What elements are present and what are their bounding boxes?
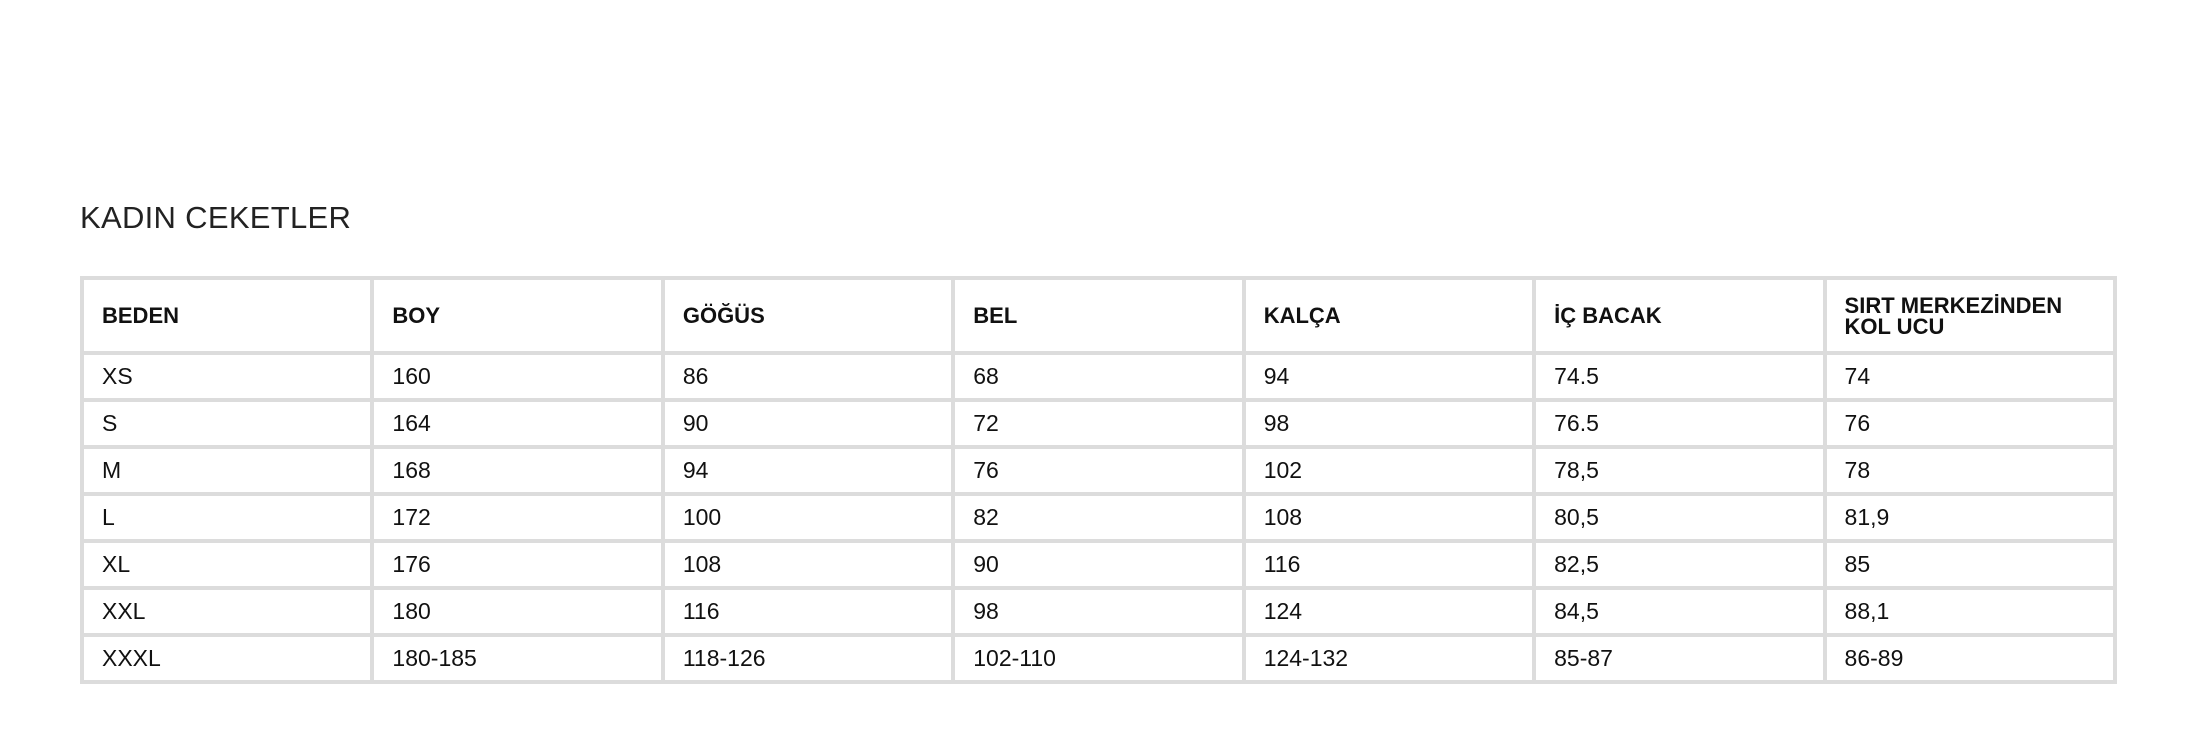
size-chart-table: BEDEN BOY GÖĞÜS BEL KALÇA İÇ BACAK SIRT MERKEZ… xyxy=(79,276,2118,684)
table-cell: 78 xyxy=(1822,445,2118,496)
table-cell: 76 xyxy=(1822,398,2118,449)
table-cell: 85-87 xyxy=(1532,633,1827,684)
table-cell: 160 xyxy=(370,351,665,402)
table-cell: 74.5 xyxy=(1532,351,1827,402)
table-cell: 85 xyxy=(1822,539,2118,590)
table-cell: 74 xyxy=(1822,351,2118,402)
table-cell: 116 xyxy=(1241,539,1537,590)
table-cell: 68 xyxy=(951,351,1246,402)
column-header: BOY xyxy=(370,276,665,355)
column-header: GÖĞÜS xyxy=(660,276,956,355)
table-row: XL 176 108 90 116 82,5 85 xyxy=(79,539,2118,590)
page-title: KADIN CEKETLER xyxy=(80,200,352,235)
table-cell: XS xyxy=(79,351,375,402)
table-cell: 82 xyxy=(951,492,1246,543)
table-cell: 164 xyxy=(370,398,665,449)
table-cell: 124-132 xyxy=(1241,633,1537,684)
table-row: S 164 90 72 98 76.5 76 xyxy=(79,398,2118,449)
table-cell: XXXL xyxy=(79,633,375,684)
table-cell: XL xyxy=(79,539,375,590)
table-cell: 102-110 xyxy=(951,633,1246,684)
table-cell: L xyxy=(79,492,375,543)
table-cell: 88,1 xyxy=(1822,586,2118,637)
table-cell: M xyxy=(79,445,375,496)
table-cell: 98 xyxy=(1241,398,1537,449)
table-body: XS 160 86 68 94 74.5 74 S 164 90 72 98 76.5 76 M 168 94 7… xyxy=(79,351,2118,684)
table-row: L 172 100 82 108 80,5 81,9 xyxy=(79,492,2118,543)
table-cell: 94 xyxy=(1241,351,1537,402)
table-cell: 78,5 xyxy=(1532,445,1827,496)
table-cell: 176 xyxy=(370,539,665,590)
table-row: XXXL 180-185 118-126 102-110 124-132 85-87 86-… xyxy=(79,633,2118,684)
table-cell: 90 xyxy=(660,398,956,449)
table-row: XXL 180 116 98 124 84,5 88,1 xyxy=(79,586,2118,637)
table-cell: 80,5 xyxy=(1532,492,1827,543)
column-header: BEDEN xyxy=(79,276,375,355)
table-cell: 180-185 xyxy=(370,633,665,684)
table-cell: 108 xyxy=(660,539,956,590)
table-header-row: BEDEN BOY GÖĞÜS BEL KALÇA İÇ BACAK SIRT MERKEZ… xyxy=(79,276,2118,355)
table-cell: 108 xyxy=(1241,492,1537,543)
table-cell: 102 xyxy=(1241,445,1537,496)
table-cell: 82,5 xyxy=(1532,539,1827,590)
column-header: BEL xyxy=(951,276,1246,355)
table-cell: S xyxy=(79,398,375,449)
table-row: XS 160 86 68 94 74.5 74 xyxy=(79,351,2118,402)
table-row: M 168 94 76 102 78,5 78 xyxy=(79,445,2118,496)
table-cell: 94 xyxy=(660,445,956,496)
table-cell: 98 xyxy=(951,586,1246,637)
table-cell: 76 xyxy=(951,445,1246,496)
column-header: SIRT MERKEZİNDEN KOL UCU xyxy=(1822,276,2118,355)
table-cell: 180 xyxy=(370,586,665,637)
table-cell: 86-89 xyxy=(1822,633,2118,684)
table-cell: 86 xyxy=(660,351,956,402)
table-cell: 76.5 xyxy=(1532,398,1827,449)
table-cell: 84,5 xyxy=(1532,586,1827,637)
table-cell: 172 xyxy=(370,492,665,543)
column-header: İÇ BACAK xyxy=(1532,276,1827,355)
table-cell: 118-126 xyxy=(660,633,956,684)
table-cell: XXL xyxy=(79,586,375,637)
table-cell: 72 xyxy=(951,398,1246,449)
table-cell: 124 xyxy=(1241,586,1537,637)
column-header: KALÇA xyxy=(1241,276,1537,355)
table-cell: 168 xyxy=(370,445,665,496)
table-cell: 90 xyxy=(951,539,1246,590)
table-cell: 116 xyxy=(660,586,956,637)
table-cell: 81,9 xyxy=(1822,492,2118,543)
table-cell: 100 xyxy=(660,492,956,543)
